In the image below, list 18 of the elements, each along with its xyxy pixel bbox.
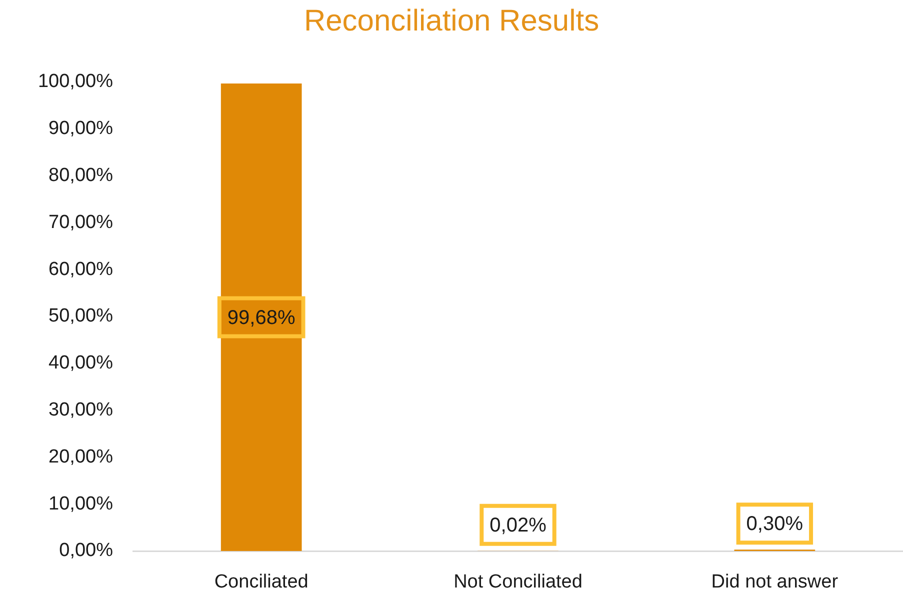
x-tick-label: Conciliated bbox=[214, 572, 308, 593]
data-label: 99,68% bbox=[227, 306, 296, 329]
y-tick-label: 70,00% bbox=[48, 212, 114, 233]
y-tick-label: 20,00% bbox=[48, 446, 114, 468]
chart-title: Reconciliation Results bbox=[304, 4, 600, 38]
y-tick-label: 50,00% bbox=[48, 306, 114, 327]
x-tick-label: Did not answer bbox=[711, 572, 839, 593]
y-tick-label: 30,00% bbox=[48, 400, 114, 421]
y-tick-label: 80,00% bbox=[48, 165, 114, 186]
y-tick-label: 0,00% bbox=[59, 540, 114, 562]
y-tick-label: 100,00% bbox=[38, 71, 114, 92]
y-tick-label: 90,00% bbox=[48, 118, 114, 140]
y-tick-label: 60,00% bbox=[48, 258, 114, 280]
x-tick-label: Not Conciliated bbox=[454, 572, 582, 593]
y-tick-label: 40,00% bbox=[48, 352, 114, 374]
data-label: 0,02% bbox=[490, 514, 547, 536]
y-tick-label: 10,00% bbox=[48, 493, 114, 514]
data-label: 0,30% bbox=[746, 513, 804, 536]
